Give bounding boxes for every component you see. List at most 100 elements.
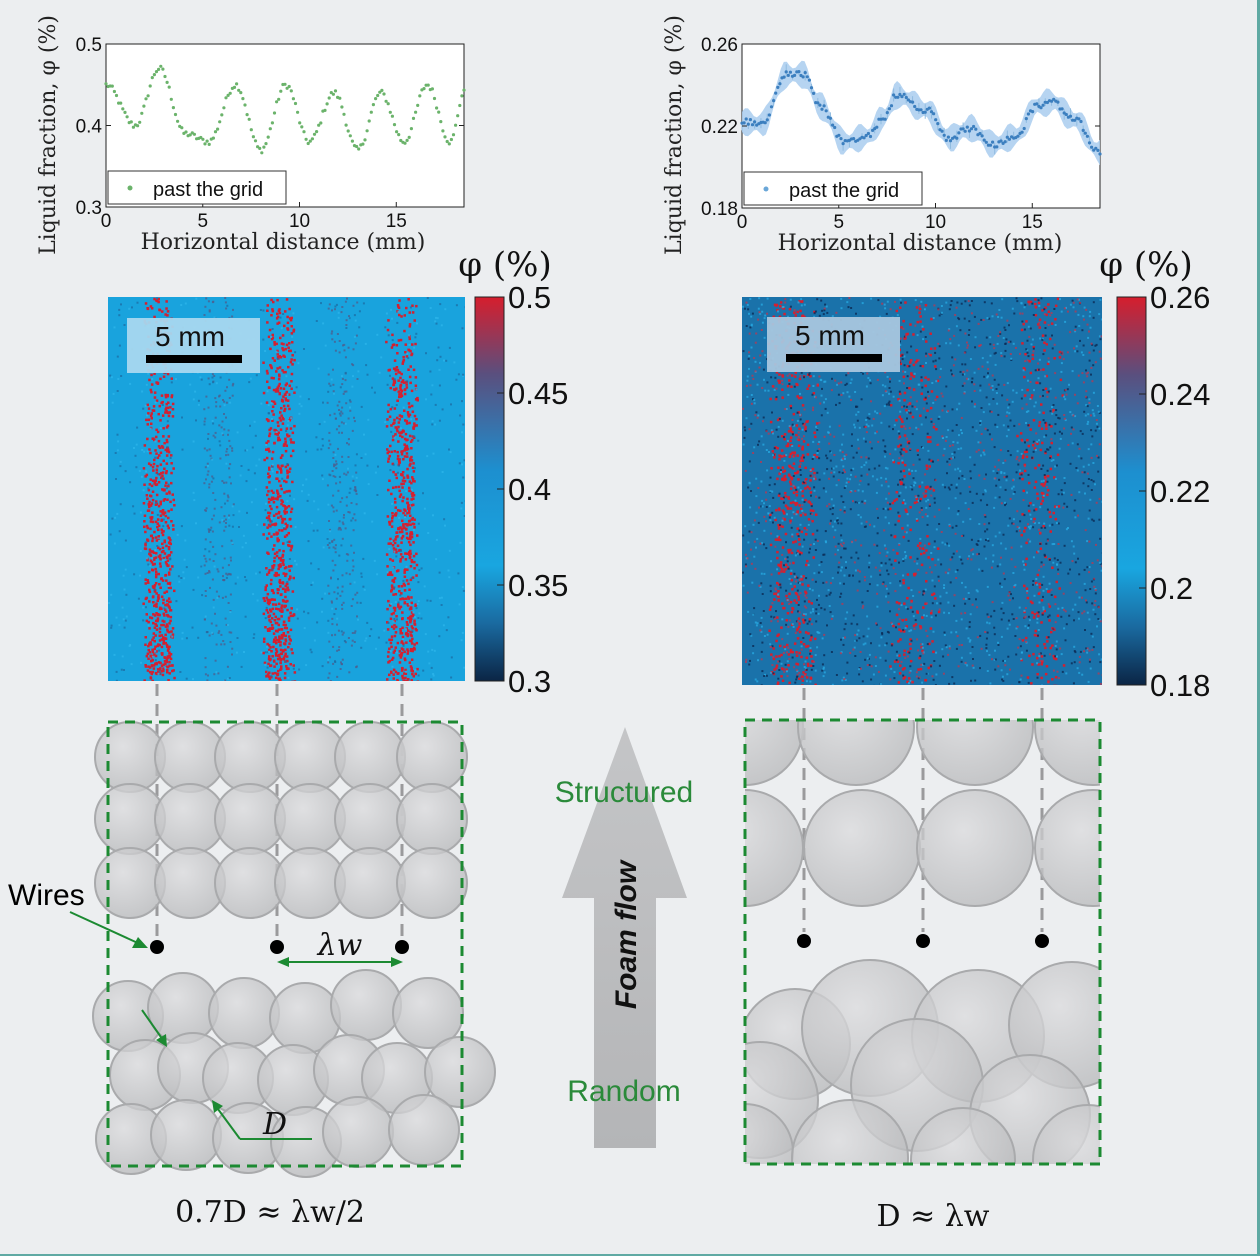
heat-pixel xyxy=(403,449,406,452)
heat-pixel xyxy=(192,491,195,494)
heat-pixel xyxy=(279,679,282,681)
heat-pixel xyxy=(150,517,153,521)
heat-pixel xyxy=(278,382,281,386)
heat-pixel xyxy=(278,638,281,642)
heat-pixel xyxy=(413,623,417,626)
heat-pixel xyxy=(204,572,207,575)
heat-pixel xyxy=(771,645,774,648)
heat-pixel xyxy=(279,648,283,652)
heat-pixel xyxy=(161,559,164,562)
heat-pixel xyxy=(396,368,400,372)
heat-pixel xyxy=(903,434,907,437)
heat-pixel xyxy=(406,648,409,651)
heat-pixel xyxy=(335,460,338,463)
heat-pixel xyxy=(905,450,908,453)
heat-pixel xyxy=(348,491,351,494)
heat-pixel xyxy=(938,523,941,525)
data-point xyxy=(114,93,119,98)
heat-pixel xyxy=(910,374,913,377)
heat-pixel xyxy=(781,525,784,528)
heat-pixel xyxy=(330,378,333,381)
heat-pixel xyxy=(124,539,127,542)
heat-pixel xyxy=(748,663,751,666)
heat-pixel xyxy=(967,592,970,594)
heat-pixel xyxy=(322,322,325,325)
heat-pixel xyxy=(948,488,951,491)
heat-pixel xyxy=(903,649,906,653)
heat-pixel xyxy=(164,521,168,524)
heat-pixel xyxy=(778,654,781,658)
heat-pixel xyxy=(329,680,332,681)
heat-pixel xyxy=(402,458,405,461)
heat-pixel xyxy=(769,590,772,593)
heat-pixel xyxy=(462,476,465,479)
data-point xyxy=(1096,148,1100,152)
heat-pixel xyxy=(394,548,397,551)
heat-pixel xyxy=(796,527,799,530)
heat-pixel xyxy=(273,343,276,346)
heat-pixel xyxy=(348,399,351,402)
heat-pixel xyxy=(396,471,399,474)
x-tick-label: 15 xyxy=(386,211,407,232)
heat-pixel xyxy=(808,618,812,621)
heat-pixel xyxy=(909,411,912,414)
heat-pixel xyxy=(789,439,792,443)
heat-pixel xyxy=(397,459,401,462)
heat-pixel xyxy=(394,625,398,629)
heat-pixel xyxy=(791,607,794,610)
heat-pixel xyxy=(157,546,160,549)
heat-pixel xyxy=(810,602,813,605)
data-point xyxy=(176,119,180,123)
heat-pixel xyxy=(983,375,986,378)
heat-pixel xyxy=(165,492,168,495)
data-point xyxy=(875,125,879,129)
heat-pixel xyxy=(166,564,169,568)
heat-pixel xyxy=(167,448,170,452)
heat-pixel xyxy=(166,559,170,562)
heat-pixel xyxy=(151,539,154,543)
heat-pixel xyxy=(265,418,269,421)
heat-pixel xyxy=(790,578,794,582)
heat-pixel xyxy=(284,383,288,387)
heat-pixel xyxy=(156,668,160,671)
heat-pixel xyxy=(402,642,405,645)
data-point xyxy=(898,92,902,97)
heat-pixel xyxy=(356,615,358,618)
heat-pixel xyxy=(277,564,281,567)
heat-pixel xyxy=(292,312,295,315)
heat-pixel xyxy=(168,672,171,675)
heat-pixel xyxy=(392,367,396,370)
data-point xyxy=(1020,130,1024,134)
heat-pixel xyxy=(793,486,797,489)
heat-pixel xyxy=(168,660,171,664)
data-point xyxy=(801,75,805,79)
data-point xyxy=(432,96,437,101)
heat-pixel xyxy=(1022,489,1025,493)
heat-pixel xyxy=(1061,432,1063,435)
heat-pixel xyxy=(801,498,804,501)
heat-pixel xyxy=(868,554,871,557)
data-point xyxy=(275,100,279,104)
heat-pixel xyxy=(408,375,412,379)
heat-pixel xyxy=(279,419,283,422)
heat-pixel xyxy=(210,526,213,529)
heat-pixel xyxy=(408,421,411,425)
heat-pixel xyxy=(183,558,186,561)
heat-pixel xyxy=(1011,400,1014,403)
heat-pixel xyxy=(388,647,391,650)
heat-pixel xyxy=(220,633,223,636)
heat-pixel xyxy=(273,428,276,432)
heat-pixel xyxy=(354,519,357,522)
heat-pixel xyxy=(791,445,794,447)
heat-pixel xyxy=(800,300,804,303)
heat-pixel xyxy=(270,457,274,460)
heat-pixel xyxy=(167,647,170,650)
heat-pixel xyxy=(984,490,987,493)
heat-pixel xyxy=(268,658,271,662)
heat-pixel xyxy=(414,616,417,618)
heat-pixel xyxy=(903,391,907,395)
heat-pixel xyxy=(773,447,776,450)
heat-pixel xyxy=(276,630,279,633)
heat-pixel xyxy=(408,519,412,523)
heat-pixel xyxy=(321,610,323,613)
